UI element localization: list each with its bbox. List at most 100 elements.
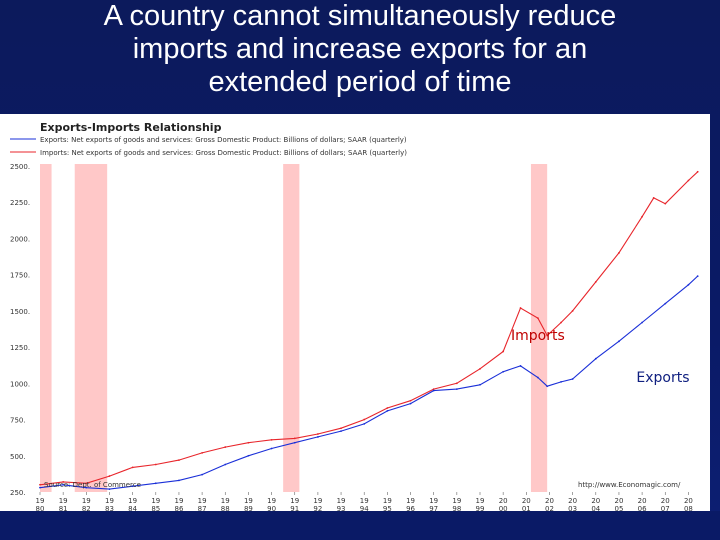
- x-tick-label-century: 20: [499, 497, 508, 505]
- x-tick-label-century: 19: [290, 497, 299, 505]
- data-point-imports: [85, 482, 88, 485]
- recession-band: [283, 164, 300, 492]
- x-tick-label-year: 83: [105, 505, 114, 511]
- x-tick-label-year: 97: [429, 505, 438, 511]
- x-tick-label-century: 20: [661, 497, 670, 505]
- x-tick-label-century: 19: [337, 497, 346, 505]
- data-point-exports: [386, 409, 389, 412]
- x-tick-label-year: 98: [452, 505, 461, 511]
- data-point-imports: [432, 388, 435, 391]
- x-tick-label-year: 89: [244, 505, 253, 511]
- data-point-exports: [546, 385, 549, 388]
- data-point-exports: [571, 378, 574, 380]
- data-point-imports: [594, 281, 597, 283]
- data-point-imports: [664, 202, 667, 205]
- data-point-exports: [409, 402, 412, 405]
- x-tick-label-year: 82: [82, 505, 91, 511]
- x-tick-label-century: 19: [128, 497, 137, 505]
- chart-panel: Exports-Imports Relationship Exports: Net…: [0, 114, 710, 513]
- data-point-imports: [108, 475, 111, 477]
- x-tick-label-century: 19: [36, 497, 45, 505]
- data-point-exports: [293, 441, 296, 444]
- series-line-imports: [39, 171, 699, 486]
- data-point-imports: [618, 252, 620, 254]
- data-point-imports: [546, 334, 549, 337]
- slide-title: A country cannot simultaneously reduce i…: [0, 0, 720, 112]
- data-point-exports: [39, 486, 41, 489]
- recession-band: [40, 164, 52, 492]
- data-point-exports: [154, 482, 157, 485]
- data-point-exports: [178, 479, 180, 482]
- data-point-imports: [131, 466, 134, 469]
- x-tick-label-year: 93: [337, 505, 346, 511]
- source-right: http://www.Economagic.com/: [578, 481, 681, 489]
- x-tick-label-century: 20: [522, 497, 531, 505]
- x-tick-label-year: 00: [499, 505, 508, 511]
- x-tick-label-year: 01: [522, 505, 531, 511]
- data-point-imports: [687, 179, 690, 182]
- legend-label: Exports: Net exports of goods and servic…: [40, 136, 407, 144]
- data-point-exports: [536, 376, 539, 379]
- series-line-exports: [39, 275, 699, 490]
- data-point-exports: [108, 488, 111, 491]
- x-tick-label-year: 80: [36, 505, 45, 511]
- x-tick-label-century: 19: [59, 497, 68, 505]
- x-tick-label-year: 02: [545, 505, 554, 511]
- x-tick-label-year: 94: [360, 505, 369, 511]
- x-tick-label-year: 90: [267, 505, 276, 511]
- chart-title: Exports-Imports Relationship: [40, 121, 222, 134]
- data-point-imports: [386, 407, 389, 409]
- data-point-exports: [432, 389, 435, 392]
- x-tick-label-year: 95: [383, 505, 392, 511]
- x-tick-label-century: 19: [105, 497, 114, 505]
- data-point-imports: [502, 350, 505, 353]
- data-point-imports: [224, 446, 227, 448]
- data-point-exports: [696, 275, 699, 278]
- y-tick-label: 1750.: [10, 272, 30, 280]
- x-tick-label-year: 96: [406, 505, 415, 511]
- x-tick-label-century: 19: [452, 497, 461, 505]
- x-tick-label-year: 07: [661, 505, 670, 511]
- data-point-imports: [270, 438, 273, 441]
- x-tick-label-century: 19: [82, 497, 91, 505]
- y-tick-label: 1000.: [10, 380, 30, 388]
- data-point-imports: [247, 441, 250, 444]
- data-point-imports: [519, 307, 522, 309]
- title-line-1: A country cannot simultaneously reduce: [103, 0, 617, 32]
- data-point-imports: [479, 367, 481, 370]
- x-tick-label-century: 19: [174, 497, 183, 505]
- data-point-imports: [696, 170, 699, 173]
- data-point-exports: [664, 302, 667, 305]
- data-point-exports: [363, 423, 366, 425]
- x-tick-label-year: 05: [614, 505, 623, 511]
- legend-label: Imports: Net exports of goods and servic…: [40, 149, 407, 157]
- data-point-exports: [131, 485, 134, 488]
- x-tick-label-century: 19: [406, 497, 415, 505]
- x-tick-label-century: 20: [684, 497, 693, 505]
- data-point-imports: [293, 437, 296, 440]
- y-tick-label: 500.: [10, 453, 26, 461]
- x-tick-label-year: 85: [151, 505, 160, 511]
- y-tick-label: 250.: [10, 489, 26, 497]
- x-tick-label-year: 88: [221, 505, 230, 511]
- data-point-imports: [571, 309, 574, 312]
- y-tick-label: 1500.: [10, 308, 30, 316]
- data-point-imports: [363, 418, 366, 421]
- data-point-exports: [519, 365, 522, 367]
- data-point-imports: [652, 196, 655, 199]
- recession-band: [74, 164, 108, 492]
- x-tick-label-year: 06: [638, 505, 647, 511]
- data-point-exports: [594, 357, 597, 360]
- footer-bar: [0, 511, 720, 540]
- x-tick-label-century: 19: [221, 497, 230, 505]
- data-point-exports: [687, 283, 690, 286]
- data-point-imports: [62, 480, 65, 483]
- x-tick-label-year: 04: [591, 505, 600, 511]
- x-tick-label-year: 81: [59, 505, 68, 511]
- y-tick-label: 1250.: [10, 344, 30, 352]
- x-tick-label-century: 19: [476, 497, 485, 505]
- data-point-imports: [536, 317, 539, 320]
- data-point-imports: [641, 215, 644, 218]
- x-tick-label-century: 20: [545, 497, 554, 505]
- x-tick-label-century: 19: [313, 497, 322, 505]
